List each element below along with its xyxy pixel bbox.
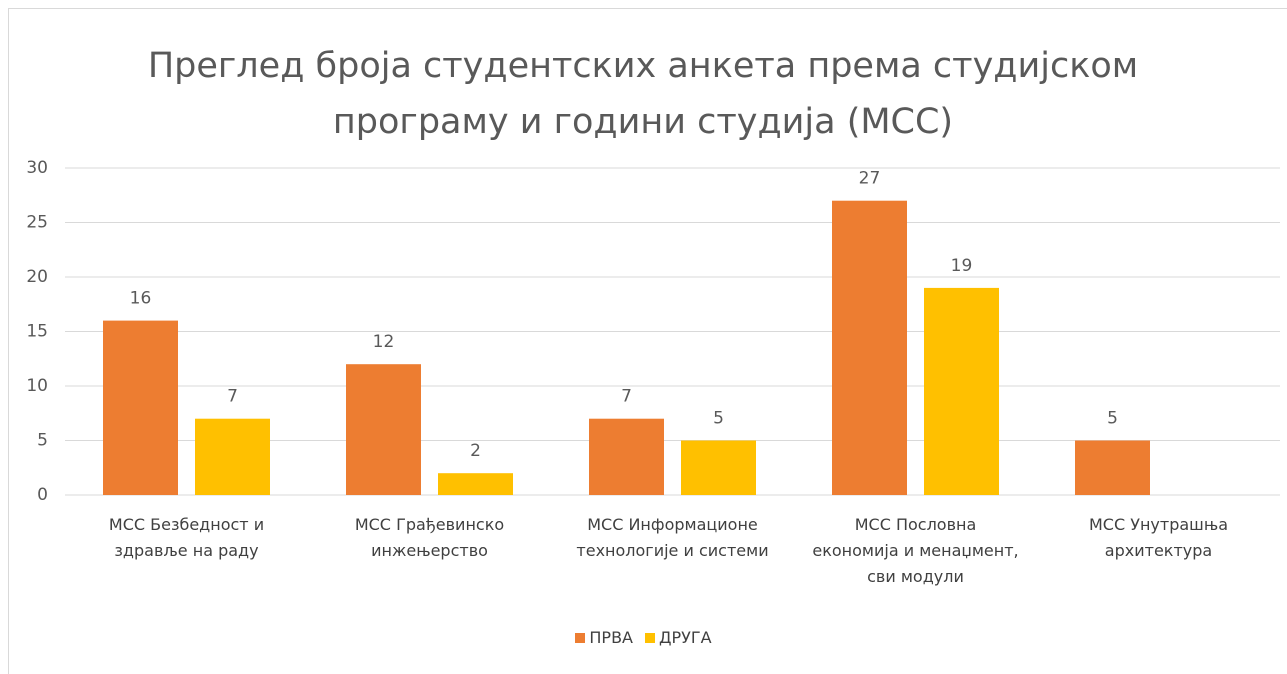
data-label: 5 bbox=[1107, 409, 1118, 429]
y-tick-label: 15 bbox=[26, 322, 48, 342]
x-tick-label: МСС Пословна економија и менаџмент, сви … bbox=[812, 515, 1019, 586]
bar bbox=[103, 320, 178, 495]
bar bbox=[195, 418, 270, 495]
data-label: 7 bbox=[227, 387, 238, 407]
chart-frame bbox=[8, 8, 1287, 674]
x-tick-label: МСС Грађевинско инжењерство bbox=[354, 515, 505, 560]
data-label: 19 bbox=[951, 256, 973, 276]
legend: ПРВА ДРУГА bbox=[0, 628, 1287, 647]
legend-item: ДРУГА bbox=[645, 628, 712, 647]
bar bbox=[346, 364, 421, 495]
y-tick-label: 10 bbox=[26, 376, 48, 396]
y-tick-label: 5 bbox=[37, 431, 48, 451]
bar bbox=[1075, 440, 1150, 495]
y-tick-label: 0 bbox=[37, 485, 48, 505]
legend-label: ДРУГА bbox=[659, 628, 712, 647]
data-label: 2 bbox=[470, 441, 481, 461]
legend-item: ПРВА bbox=[575, 628, 633, 647]
x-tick-label: МСС Унутрашња архитектура bbox=[1088, 515, 1228, 560]
legend-swatch bbox=[645, 633, 655, 643]
data-label: 16 bbox=[130, 289, 152, 309]
bar bbox=[681, 440, 756, 495]
data-label: 27 bbox=[859, 169, 881, 189]
bar bbox=[589, 418, 664, 495]
data-label: 12 bbox=[373, 332, 395, 352]
chart-title: Преглед броја студентских анкета према с… bbox=[147, 46, 1139, 142]
x-tick-label: МСС Информационе технологије и системи bbox=[576, 515, 769, 560]
x-tick-label: МСС Безбедност и здравље на раду bbox=[108, 515, 265, 560]
bar bbox=[924, 287, 999, 495]
legend-label: ПРВА bbox=[589, 628, 633, 647]
data-label: 7 bbox=[621, 387, 632, 407]
bar bbox=[832, 200, 907, 495]
y-tick-label: 30 bbox=[26, 158, 48, 178]
y-tick-label: 20 bbox=[26, 267, 48, 287]
bar bbox=[438, 473, 513, 495]
legend-swatch bbox=[575, 633, 586, 643]
y-tick-label: 25 bbox=[26, 213, 48, 233]
data-label: 5 bbox=[713, 409, 724, 429]
